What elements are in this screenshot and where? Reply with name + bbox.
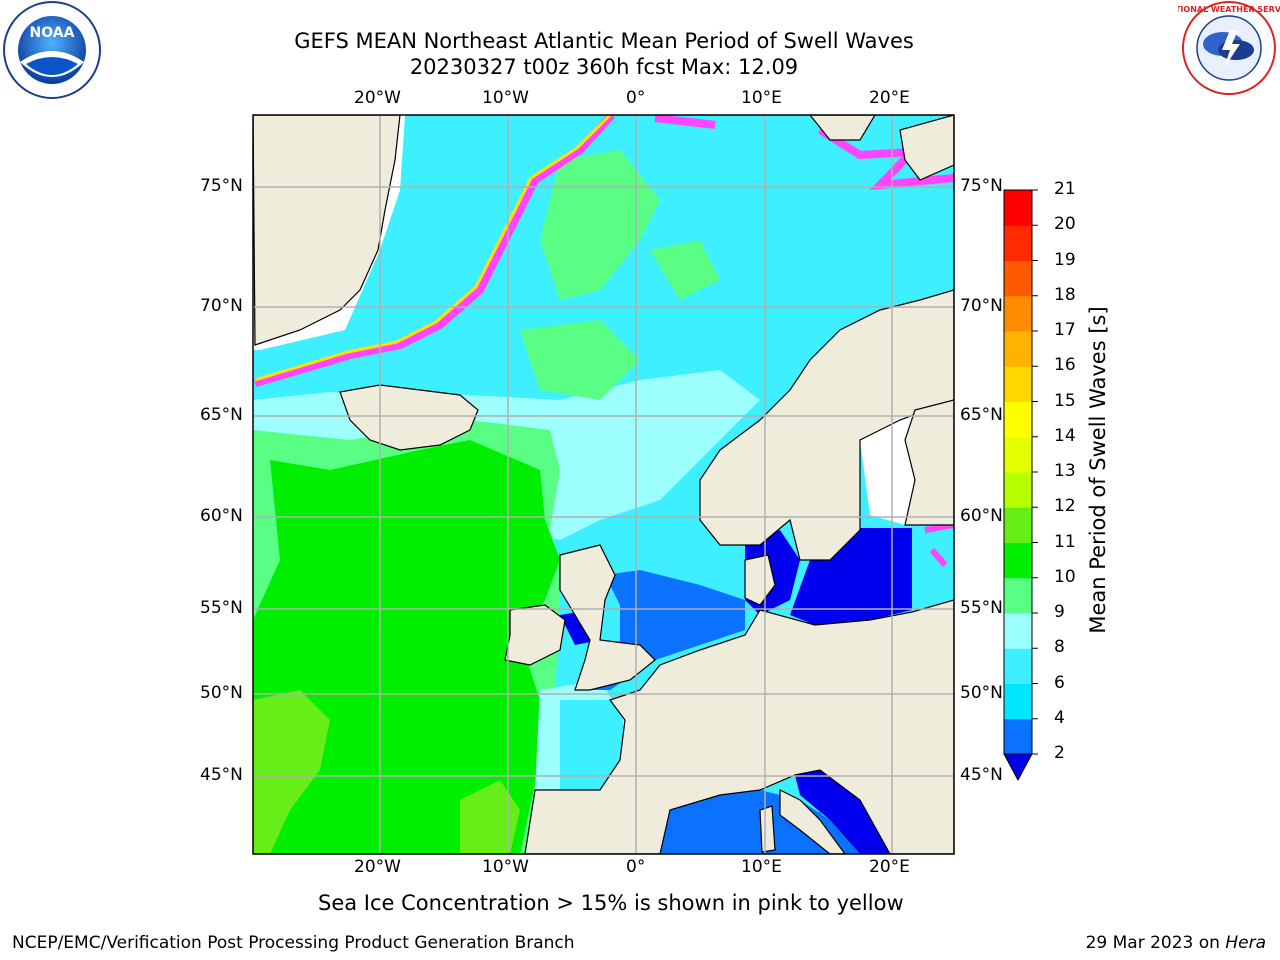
colorbar-tick-label: 20 [1054, 214, 1076, 235]
land-denmark [744, 554, 776, 606]
colorbar-segment [1004, 295, 1032, 332]
noaa-logo: NOAA [3, 1, 101, 99]
land-greenland [253, 115, 401, 346]
lat-label-right-45n: 45°N [960, 765, 1003, 785]
footer-date-text: 29 Mar 2023 on [1085, 933, 1220, 953]
colorbar-segment [1004, 577, 1032, 614]
colorbar-tick-label: 12 [1054, 496, 1076, 517]
sea-ice-edge-baltic [924, 522, 954, 567]
lat-label-left-50n: 50°N [200, 683, 243, 703]
colorbar-segment [1004, 613, 1032, 649]
lon-label-top-20w: 20°W [354, 88, 401, 108]
lat-label-right-75n: 75°N [960, 176, 1003, 196]
land-masses [253, 115, 954, 854]
colorbar-segment [1004, 507, 1032, 543]
land-iceland [339, 384, 479, 451]
region-green-patches [520, 240, 720, 400]
land-europe [524, 599, 954, 854]
lat-label-left-45n: 45°N [200, 765, 243, 785]
colorbar-segment [1004, 648, 1032, 684]
footer-date: 29 Mar 2023 on Hera [1086, 933, 1266, 953]
lat-label-left-60n: 60°N [200, 506, 243, 526]
colorbar-label: Mean Period of Swell Waves [s] [1086, 306, 1110, 634]
colorbar-segment [1004, 190, 1032, 226]
region-baltic-deep-blue [745, 528, 912, 625]
lon-label-top-10e: 10°E [741, 88, 782, 108]
land-scandinavia [699, 289, 954, 561]
colorbar-tick-label: 8 [1054, 637, 1065, 658]
land-britain [559, 544, 656, 691]
lat-label-left-55n: 55°N [200, 598, 243, 618]
land-sardinia-corsica [759, 805, 776, 853]
lat-label-right-60n: 60°N [960, 506, 1003, 526]
noaa-logo-text: NOAA [30, 25, 75, 41]
colorbar-segment [1004, 436, 1032, 473]
footer-host: Hera [1225, 933, 1266, 953]
colorbar-tick-label: 11 [1054, 531, 1076, 552]
lon-label-bottom-20w: 20°W [354, 857, 401, 877]
land-finland [904, 399, 954, 526]
sea-ice-edge-greenland-yellow [254, 115, 613, 382]
colorbar-tick-label: 19 [1054, 249, 1076, 270]
region-green [253, 440, 560, 854]
land-novaya-zemlya [899, 115, 954, 181]
colorbar-tick-label: 14 [1054, 425, 1076, 446]
colorbar-tick-label: 18 [1054, 284, 1076, 305]
region-yellow-green [253, 690, 520, 854]
lat-label-left-70n: 70°N [200, 296, 243, 316]
lon-label-bottom-0: 0° [626, 857, 646, 877]
colorbar-tick-label: 4 [1054, 707, 1065, 728]
lon-label-top-10w: 10°W [482, 88, 529, 108]
colorbar-tick-label: 9 [1054, 602, 1065, 622]
lat-label-left-75n: 75°N [200, 176, 243, 196]
lat-label-right-65n: 65°N [960, 405, 1003, 425]
sea-ice-note: Sea Ice Concentration > 15% is shown in … [318, 891, 904, 915]
colorbar-segment [1004, 401, 1032, 438]
footer-branch: NCEP/EMC/Verification Post Processing Pr… [12, 933, 575, 953]
colorbar-tick-label: 21 [1054, 179, 1076, 199]
colorbar-tick-label: 13 [1054, 461, 1076, 481]
nws-logo-ring: NATIONAL WEATHER SERVICE [1178, 5, 1280, 14]
land-ireland [504, 604, 566, 666]
colorbar [1003, 189, 1038, 782]
lon-label-top-0: 0° [626, 88, 646, 108]
lat-label-right-55n: 55°N [960, 598, 1003, 618]
colorbar-segment [1004, 260, 1032, 297]
colorbar-tick-label: 10 [1054, 566, 1076, 587]
lon-label-bottom-10e: 10°E [741, 857, 782, 877]
colorbar-tick-label: 2 [1054, 743, 1065, 763]
region-cyan-biscay [560, 700, 625, 800]
colorbar-tick-label: 17 [1054, 320, 1076, 340]
region-western-med [670, 790, 780, 854]
lat-label-right-70n: 70°N [960, 296, 1003, 316]
colorbar-segment [1004, 225, 1032, 261]
colorbar-segment [1004, 331, 1032, 367]
colorbar-tick-label: 15 [1054, 390, 1076, 411]
land-italy [779, 789, 846, 854]
colorbar-tick-label: 6 [1054, 672, 1065, 693]
title-line2: 20230327 t00z 360h fcst Max: 12.09 [409, 55, 799, 79]
lon-label-bottom-10w: 10°W [482, 857, 529, 877]
region-adriatic [795, 770, 890, 854]
colorbar-tick-label: 16 [1054, 355, 1076, 376]
nws-logo: NATIONAL WEATHER SERVICE [1178, 1, 1280, 95]
colorbar-segment [1004, 366, 1032, 402]
lat-label-left-65n: 65°N [200, 405, 243, 425]
colorbar-segment [1004, 542, 1032, 579]
colorbar-under-arrow [1003, 753, 1033, 782]
lon-label-bottom-20e: 20°E [869, 857, 910, 877]
colorbar-segment [1004, 718, 1032, 755]
colorbar-segment [1004, 472, 1032, 508]
title-line1: GEFS MEAN Northeast Atlantic Mean Period… [294, 29, 914, 53]
lon-label-top-20e: 20°E [869, 88, 910, 108]
graticule [253, 115, 954, 854]
land-svalbard [809, 115, 876, 141]
lat-label-right-50n: 50°N [960, 683, 1003, 703]
colorbar-segment [1004, 683, 1032, 720]
map-frame [252, 114, 955, 855]
